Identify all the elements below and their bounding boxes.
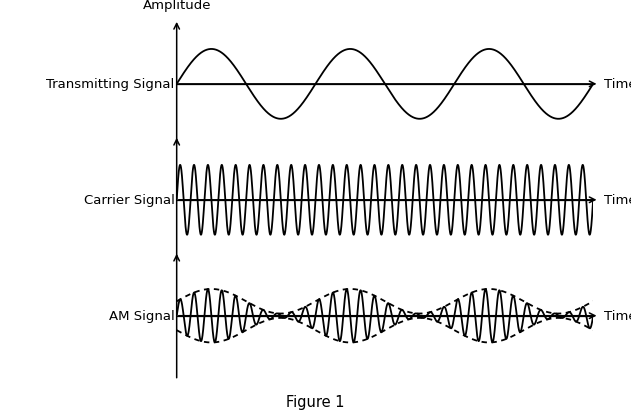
Text: Amplitude: Amplitude [143, 0, 211, 12]
Text: Figure 1: Figure 1 [286, 394, 345, 409]
Text: Transmitting Signal: Transmitting Signal [46, 78, 175, 91]
Text: Time: Time [604, 78, 631, 91]
Text: Carrier Signal: Carrier Signal [84, 194, 175, 207]
Text: AM Signal: AM Signal [109, 309, 175, 323]
Text: Time: Time [604, 194, 631, 207]
Text: Time: Time [604, 309, 631, 323]
